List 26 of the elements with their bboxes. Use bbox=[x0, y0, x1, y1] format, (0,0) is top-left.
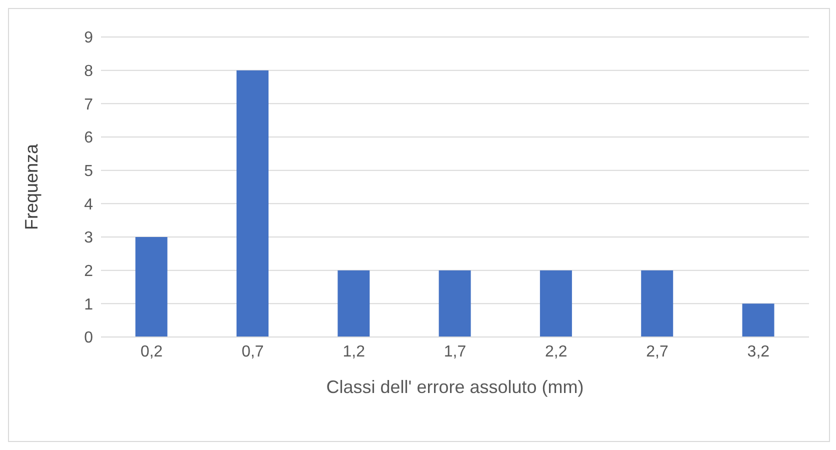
bar bbox=[641, 270, 674, 337]
y-tick-label: 7 bbox=[84, 96, 94, 114]
y-tick-label: 0 bbox=[84, 330, 94, 347]
y-tick-label: 9 bbox=[84, 30, 94, 47]
x-tick-label: 0,2 bbox=[140, 343, 163, 360]
bar bbox=[438, 270, 471, 337]
y-tick-label: 8 bbox=[84, 63, 94, 80]
x-tick-label: 1,7 bbox=[444, 343, 466, 360]
x-tick-label: 3,2 bbox=[747, 343, 770, 360]
x-tick-label: 0,7 bbox=[242, 343, 264, 360]
x-tick-label: 2,7 bbox=[646, 343, 669, 360]
x-axis-title: Classi dell' errore assoluto (mm) bbox=[326, 377, 584, 397]
x-tick-label: 1,2 bbox=[342, 343, 366, 360]
bar bbox=[338, 270, 370, 337]
bar bbox=[135, 237, 168, 337]
y-tick-label: 2 bbox=[84, 263, 94, 280]
y-tick-label: 6 bbox=[84, 130, 94, 147]
y-tick-label: 5 bbox=[84, 163, 94, 180]
y-tick-label: 1 bbox=[84, 296, 94, 314]
bar bbox=[540, 270, 572, 337]
y-axis-title: Frequenza bbox=[21, 142, 42, 230]
bar bbox=[236, 70, 269, 337]
x-tick-label: 2,2 bbox=[545, 343, 568, 360]
y-tick-label: 4 bbox=[84, 196, 94, 214]
y-tick-label: 3 bbox=[84, 230, 94, 247]
bar bbox=[742, 304, 774, 337]
